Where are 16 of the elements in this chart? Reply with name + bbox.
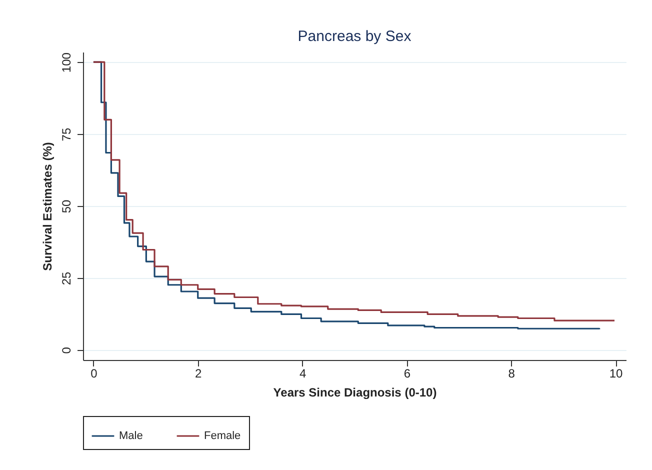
x-tick-label: 0 [90, 366, 98, 380]
y-tick-label: 50 [60, 200, 74, 214]
chart-title: Pancreas by Sex [298, 28, 412, 45]
x-tick-label: 6 [404, 366, 411, 380]
y-axis-title: Survival Estimates (%) [40, 142, 54, 271]
y-tick-label: 75 [60, 128, 74, 142]
y-tick-label: 25 [60, 271, 74, 286]
x-tick-label: 4 [299, 366, 306, 380]
x-tick-label: 2 [195, 366, 202, 380]
legend-label: Male [119, 430, 143, 442]
x-axis-title: Years Since Diagnosis (0-10) [273, 386, 437, 400]
x-tick-label: 8 [508, 366, 516, 380]
legend-label: Female [204, 430, 241, 442]
x-tick-label: 10 [609, 366, 624, 380]
y-tick-label: 100 [60, 52, 74, 73]
y-tick-label: 0 [60, 346, 74, 354]
